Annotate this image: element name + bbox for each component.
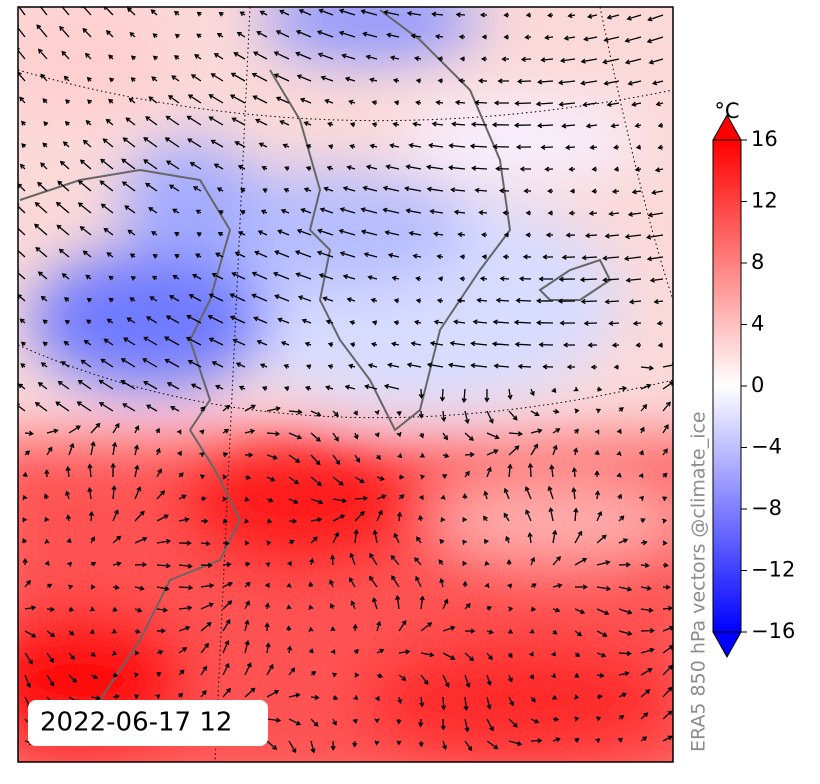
credit: ERA5 850 hPa vectors @climate_ice <box>688 411 710 752</box>
graticule <box>18 7 673 762</box>
map-area <box>18 7 673 762</box>
colorbar-tick-label: −16 <box>751 619 795 643</box>
temperature-field <box>18 7 673 762</box>
colorbar-tick-label: 4 <box>751 312 764 336</box>
colorbar-tick-label: −12 <box>751 558 795 582</box>
colorbar-tick-label: 12 <box>751 189 778 213</box>
map-frame <box>17 6 674 763</box>
date-label: 2022-06-17 12 <box>40 708 232 738</box>
wind-vectors <box>18 7 673 754</box>
colorbar-unit: °C <box>714 99 739 123</box>
date-box <box>28 700 268 746</box>
colorbar-tick-label: −8 <box>751 496 782 520</box>
colorbar-body <box>712 139 742 633</box>
colorbar-tick-label: 8 <box>751 250 764 274</box>
colorbar-tick-label: 0 <box>751 373 764 397</box>
colorbar: °C −16 −12 −8 −4 0 4 8 12 16 <box>712 99 795 659</box>
colorbar-extend-low <box>712 631 742 659</box>
colorbar-tick-label: 16 <box>751 127 778 151</box>
colorbar-tick-label: −4 <box>751 435 782 459</box>
coastlines <box>19 9 612 741</box>
wind-arrows <box>18 7 673 754</box>
